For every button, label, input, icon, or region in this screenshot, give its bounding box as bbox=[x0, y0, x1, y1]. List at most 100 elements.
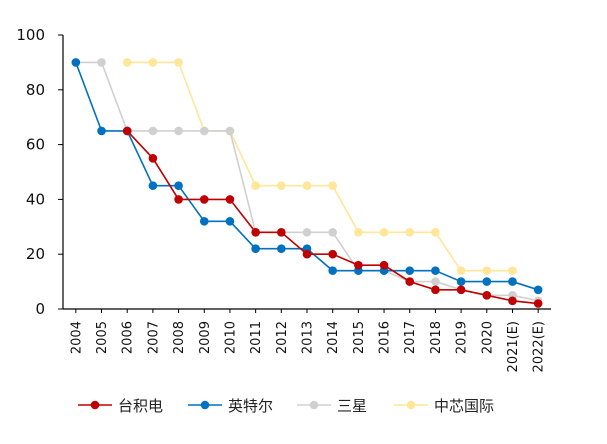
data-point bbox=[456, 277, 466, 286]
data-point bbox=[328, 266, 337, 275]
y-tick-label: 0 bbox=[35, 300, 45, 318]
x-tick-label: 2011 bbox=[249, 321, 264, 354]
legend-item: 三星 bbox=[297, 397, 367, 415]
y-tick-label: 40 bbox=[26, 190, 45, 208]
y-tick-label: 20 bbox=[26, 245, 45, 263]
x-tick-label: 2009 bbox=[198, 321, 213, 354]
data-point bbox=[302, 249, 312, 259]
data-point bbox=[148, 126, 158, 136]
data-point bbox=[302, 227, 312, 237]
data-point bbox=[122, 58, 132, 67]
legend: 台积电 英特尔 三星 中芯国际 bbox=[78, 397, 494, 415]
legend-item: 中芯国际 bbox=[394, 397, 494, 415]
x-tick-label: 2004 bbox=[69, 321, 84, 354]
x-tick-label: 2019 bbox=[455, 321, 470, 354]
data-point bbox=[354, 227, 363, 237]
data-point bbox=[482, 266, 492, 275]
data-point bbox=[456, 266, 466, 275]
y-tick-label: 80 bbox=[26, 81, 45, 99]
legend-marker bbox=[309, 400, 319, 410]
data-point bbox=[533, 299, 543, 308]
data-point bbox=[148, 154, 158, 163]
x-tick-label: 2007 bbox=[146, 321, 161, 354]
data-point bbox=[148, 181, 158, 190]
x-axis: 2004 2005 2006 2007 2008 2009 2010 2011 2012 2013… bbox=[63, 308, 551, 372]
legend-label: 台积电 bbox=[118, 397, 163, 415]
data-point bbox=[71, 58, 81, 67]
data-point bbox=[199, 126, 209, 136]
data-point bbox=[97, 58, 106, 67]
data-point bbox=[199, 217, 209, 226]
data-point bbox=[431, 266, 440, 275]
legend-label: 英特尔 bbox=[228, 397, 273, 415]
data-point bbox=[328, 181, 337, 190]
data-point bbox=[148, 58, 158, 67]
data-point bbox=[482, 277, 492, 286]
data-point bbox=[225, 126, 235, 136]
y-tick-label: 100 bbox=[16, 26, 45, 44]
x-tick-label: 2015 bbox=[352, 321, 367, 354]
legend-item: 台积电 bbox=[78, 397, 163, 415]
legend-item: 英特尔 bbox=[188, 397, 273, 415]
data-point bbox=[251, 181, 260, 190]
data-point bbox=[277, 244, 286, 254]
data-point bbox=[431, 285, 440, 295]
data-point bbox=[225, 195, 235, 204]
data-point bbox=[508, 296, 517, 306]
data-point bbox=[456, 285, 466, 295]
data-point bbox=[508, 266, 517, 275]
x-tick-label: 2021(E) bbox=[506, 321, 521, 372]
legend-label: 三星 bbox=[337, 397, 367, 415]
x-tick-label: 2022(E) bbox=[532, 321, 547, 372]
series-1 bbox=[71, 58, 543, 295]
series-0 bbox=[122, 126, 543, 308]
data-point bbox=[225, 217, 235, 226]
series-3 bbox=[122, 58, 517, 275]
x-tick-label: 2020 bbox=[480, 321, 495, 354]
data-point bbox=[379, 260, 389, 270]
x-tick-label: 2014 bbox=[326, 321, 341, 354]
data-point bbox=[379, 227, 389, 237]
data-point bbox=[251, 227, 260, 237]
x-tick-label: 2017 bbox=[403, 321, 418, 354]
data-point bbox=[431, 277, 440, 286]
legend-marker bbox=[406, 400, 416, 410]
x-tick-label: 2010 bbox=[223, 321, 238, 354]
x-tick-label: 2016 bbox=[378, 321, 393, 354]
legend-label: 中芯国际 bbox=[434, 397, 494, 415]
data-point bbox=[354, 260, 363, 270]
x-tick-label: 2012 bbox=[275, 321, 290, 354]
data-point bbox=[508, 277, 517, 286]
data-point bbox=[405, 277, 415, 286]
data-point bbox=[302, 181, 312, 190]
y-tick-label: 60 bbox=[26, 136, 45, 154]
series-layer bbox=[71, 58, 543, 308]
y-axis: 0 20 40 60 80 100 bbox=[16, 26, 64, 318]
data-point bbox=[277, 227, 286, 237]
data-point bbox=[482, 291, 492, 300]
data-point bbox=[199, 195, 209, 204]
data-point bbox=[405, 266, 415, 275]
x-tick-label: 2018 bbox=[429, 321, 444, 354]
data-point bbox=[328, 227, 337, 237]
data-point bbox=[174, 58, 183, 67]
data-point bbox=[251, 244, 260, 254]
x-tick-label: 2006 bbox=[121, 321, 136, 354]
data-point bbox=[328, 249, 337, 259]
data-point bbox=[97, 126, 106, 136]
data-point bbox=[174, 181, 183, 190]
data-point bbox=[431, 227, 440, 237]
data-point bbox=[405, 227, 415, 237]
legend-marker bbox=[200, 400, 210, 410]
x-tick-label: 2013 bbox=[301, 321, 316, 354]
data-point bbox=[122, 126, 132, 136]
x-tick-label: 2008 bbox=[172, 321, 187, 354]
legend-marker bbox=[90, 400, 100, 410]
data-point bbox=[533, 285, 543, 295]
data-point bbox=[174, 126, 183, 136]
data-point bbox=[277, 181, 286, 190]
series-line bbox=[127, 61, 513, 272]
series-line bbox=[126, 130, 539, 305]
x-tick-label: 2005 bbox=[95, 321, 110, 354]
